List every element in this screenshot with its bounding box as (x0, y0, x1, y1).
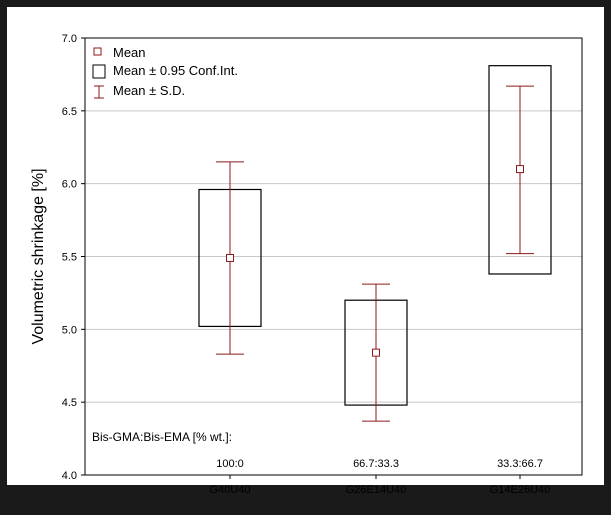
legend-sd-marker (94, 85, 104, 99)
legend-mean-label: Mean (113, 45, 146, 60)
box-group (344, 283, 408, 422)
x-axis-labels: 100:0 G40U40 66.7:33.3 G26E14U40 33.3:66.7 G1… (210, 458, 551, 496)
composition-annotation: Bis-GMA:Bis-EMA [% wt.]: (92, 430, 232, 444)
legend: Mean Mean ± 0.95 Conf.Int. Mean ± S.D. (92, 45, 238, 99)
box-group (198, 161, 262, 355)
legend-ci-marker (92, 64, 106, 79)
y-tick-label: 5.0 (62, 324, 77, 336)
composition-ratio-label: 33.3:66.7 (497, 458, 543, 470)
mean-marker (372, 348, 380, 357)
ci-box (488, 65, 552, 275)
y-axis-label: Volumetric shrinkage [%] (30, 168, 47, 344)
y-tick-label: 7.0 (62, 33, 77, 45)
y-tick-label: 6.5 (62, 106, 77, 118)
legend-ci-label: Mean ± 0.95 Conf.Int. (113, 63, 238, 78)
x-category-label: G14E26U40 (490, 484, 551, 496)
legend-mean-marker (93, 47, 102, 56)
x-category-label: G40U40 (210, 484, 251, 496)
y-axis-ticks: 4.0 4.5 5.0 5.5 6.0 6.5 7.0 (62, 33, 85, 482)
legend-sd-label: Mean ± S.D. (113, 83, 185, 98)
y-tick-label: 4.5 (62, 397, 77, 409)
y-tick-label: 5.5 (62, 252, 77, 264)
boxes (198, 65, 552, 422)
mean-marker (226, 253, 234, 262)
y-tick-label: 4.0 (62, 470, 77, 482)
y-tick-label: 6.0 (62, 179, 77, 191)
box-group (488, 65, 552, 275)
grid-lines (85, 110, 582, 403)
composition-ratio-label: 100:0 (216, 458, 244, 470)
chart-canvas (7, 7, 604, 485)
mean-marker (516, 165, 524, 174)
x-category-label: G26E14U40 (346, 484, 407, 496)
composition-ratio-label: 66.7:33.3 (353, 458, 399, 470)
